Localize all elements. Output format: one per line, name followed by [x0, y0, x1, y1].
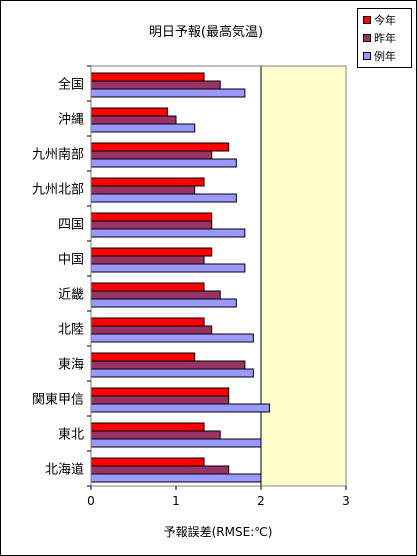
bar-今年-全国 — [90, 72, 205, 82]
bar-例年-沖縄 — [90, 123, 196, 133]
legend-label: 例年 — [374, 50, 396, 63]
category-label: 中国 — [58, 253, 84, 268]
category-label: 九州北部 — [32, 183, 84, 198]
bar-昨年-東海 — [90, 360, 246, 370]
bar-昨年-北海道 — [90, 465, 230, 475]
legend-item: 今年 — [363, 12, 396, 28]
legend-swatch — [363, 34, 371, 42]
bar-例年-九州北部 — [90, 193, 237, 203]
legend: 今年 昨年 例年 — [357, 8, 412, 68]
value-tick-label: 0 — [87, 494, 95, 508]
bar-例年-東北 — [90, 438, 262, 448]
bar-今年-四国 — [90, 212, 213, 222]
category-label: 四国 — [58, 218, 84, 233]
category-label: 関東甲信 — [32, 392, 84, 408]
category-label: 東北 — [58, 427, 84, 443]
value-tick-label: 1 — [172, 494, 180, 508]
bar-昨年-四国 — [90, 220, 213, 230]
bar-例年-東海 — [90, 368, 254, 378]
bar-今年-九州北部 — [90, 177, 205, 187]
bar-昨年-中国 — [90, 255, 205, 265]
legend-swatch — [363, 52, 371, 60]
bar-昨年-沖縄 — [90, 115, 177, 125]
category-label: 全国 — [58, 77, 84, 93]
bar-今年-東北 — [90, 422, 205, 432]
value-tick-label: 2 — [257, 494, 265, 508]
category-label: 九州南部 — [32, 147, 84, 163]
bar-今年-近畿 — [90, 282, 205, 292]
bar-昨年-九州北部 — [90, 185, 196, 195]
legend-swatch — [363, 16, 371, 24]
value-tick-label: 3 — [342, 494, 350, 508]
bar-今年-北海道 — [90, 457, 205, 467]
bar-今年-九州南部 — [90, 142, 230, 152]
x-axis-label: 予報誤差(RMSE:℃) — [164, 524, 273, 539]
category-label: 近畿 — [58, 288, 84, 303]
bar-昨年-近畿 — [90, 290, 221, 300]
bar-今年-東海 — [90, 352, 196, 362]
bar-例年-北陸 — [90, 333, 254, 343]
bar-例年-四国 — [90, 228, 246, 238]
bar-例年-近畿 — [90, 298, 237, 308]
highlight-band — [261, 66, 346, 486]
category-label: 北海道 — [45, 463, 84, 478]
category-label: 北陸 — [58, 322, 84, 338]
bar-昨年-北陸 — [90, 325, 213, 335]
bar-昨年-関東甲信 — [90, 395, 230, 405]
legend-item: 例年 — [363, 48, 396, 64]
legend-label: 昨年 — [374, 32, 396, 45]
chart-title: 明日予報(最高気温) — [149, 24, 263, 40]
bar-今年-中国 — [90, 247, 213, 257]
bar-例年-関東甲信 — [90, 403, 270, 413]
bar-今年-関東甲信 — [90, 387, 230, 397]
legend-label: 今年 — [374, 14, 396, 27]
bar-例年-中国 — [90, 263, 246, 273]
bar-今年-沖縄 — [90, 107, 168, 117]
bar-昨年-全国 — [90, 80, 221, 90]
bar-今年-北陸 — [90, 317, 205, 327]
bar-例年-九州南部 — [90, 158, 237, 168]
category-label: 東海 — [58, 357, 84, 373]
bar-昨年-九州南部 — [90, 150, 213, 160]
bar-例年-全国 — [90, 88, 246, 98]
legend-item: 昨年 — [363, 30, 396, 46]
bar-昨年-東北 — [90, 430, 221, 440]
bar-例年-北海道 — [90, 473, 262, 483]
category-label: 沖縄 — [58, 113, 84, 128]
